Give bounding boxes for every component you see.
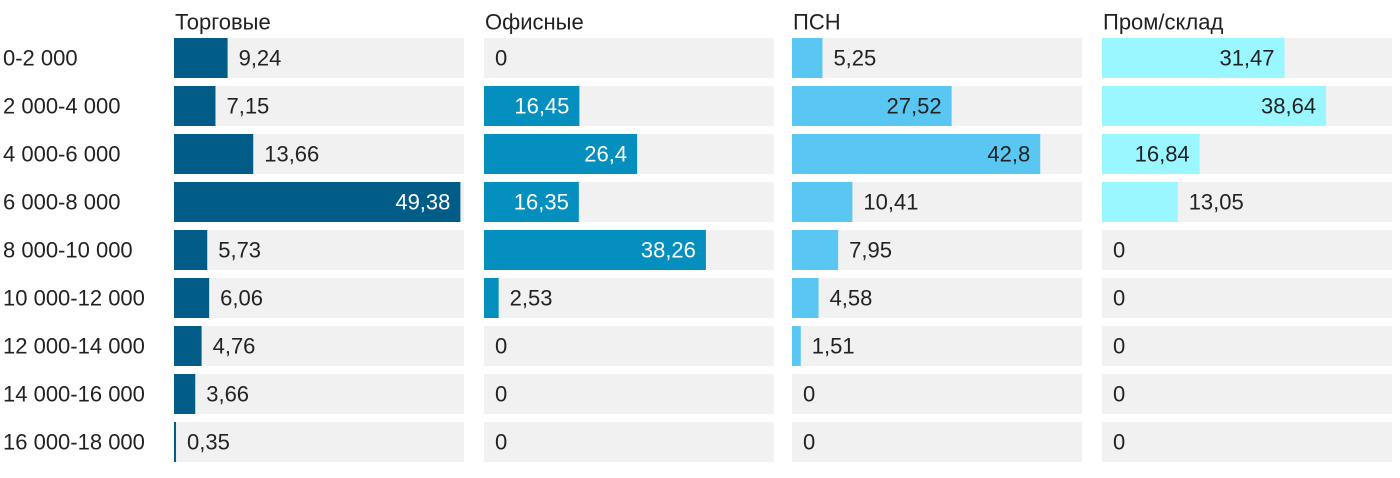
bar (484, 86, 580, 126)
bar (792, 326, 801, 366)
bar (174, 326, 202, 366)
category-label: 12 000-14 000 (3, 334, 145, 359)
bar-track (792, 38, 1082, 78)
bar (1102, 182, 1178, 222)
bar-track (1102, 422, 1392, 462)
data-label: 0,35 (187, 430, 230, 455)
bar (174, 374, 196, 414)
bar-track (1102, 374, 1392, 414)
bar-track (1102, 278, 1392, 318)
data-label: 16,45 (514, 94, 569, 119)
bar (792, 86, 952, 126)
data-label: 0 (1113, 334, 1125, 359)
data-label: 2,53 (510, 286, 553, 311)
category-label: 10 000-12 000 (3, 286, 145, 311)
bar (484, 182, 579, 222)
bar (174, 230, 208, 270)
data-label: 49,38 (395, 190, 450, 215)
bar-track (484, 422, 774, 462)
category-label: 4 000-6 000 (3, 142, 120, 167)
bar (484, 230, 706, 270)
data-label: 1,51 (812, 334, 855, 359)
category-label: 6 000-8 000 (3, 190, 120, 215)
bar (792, 38, 823, 78)
bar-track (1102, 326, 1392, 366)
data-label: 13,05 (1189, 190, 1244, 215)
bar-track (484, 374, 774, 414)
bar-track (792, 422, 1082, 462)
panel-title: Офисные (485, 10, 584, 35)
data-label: 0 (495, 382, 507, 407)
panel-title: Пром/склад (1103, 10, 1223, 35)
bar (174, 134, 254, 174)
category-label: 8 000-10 000 (3, 238, 133, 263)
data-label: 16,84 (1135, 142, 1190, 167)
data-label: 4,76 (213, 334, 256, 359)
bar-track (1102, 230, 1392, 270)
data-label: 42,8 (987, 142, 1030, 167)
bar (1102, 38, 1285, 78)
panel-title: ПСН (793, 10, 841, 35)
bar (174, 38, 228, 78)
bar (484, 278, 499, 318)
category-label: 14 000-16 000 (3, 382, 145, 407)
data-label: 0 (803, 382, 815, 407)
bar (174, 182, 461, 222)
bar-track (484, 326, 774, 366)
data-label: 0 (1113, 238, 1125, 263)
data-label: 13,66 (264, 142, 319, 167)
bar-track (792, 278, 1082, 318)
data-label: 0 (1113, 430, 1125, 455)
bar-track (484, 278, 774, 318)
data-label: 16,35 (514, 190, 569, 215)
bar-track (174, 230, 464, 270)
data-label: 0 (803, 430, 815, 455)
bar-track (792, 230, 1082, 270)
bar (792, 182, 853, 222)
bar (174, 278, 210, 318)
bar-track (174, 326, 464, 366)
data-label: 38,26 (641, 238, 696, 263)
data-label: 0 (495, 430, 507, 455)
data-label: 7,15 (226, 94, 269, 119)
data-label: 31,47 (1219, 46, 1274, 71)
panel-title: Торговые (175, 10, 271, 35)
data-label: 5,73 (218, 238, 261, 263)
bar-track (484, 38, 774, 78)
data-label: 9,24 (239, 46, 282, 71)
bar (484, 134, 638, 174)
bar-track (792, 326, 1082, 366)
data-label: 5,25 (833, 46, 876, 71)
data-label: 3,66 (206, 382, 249, 407)
bar (1102, 134, 1200, 174)
bar (792, 134, 1041, 174)
bar (174, 86, 216, 126)
data-label: 0 (495, 46, 507, 71)
bar-track (174, 278, 464, 318)
category-label: 2 000-4 000 (3, 94, 120, 119)
bar (1102, 86, 1327, 126)
category-label: 0-2 000 (3, 46, 78, 71)
data-label: 0 (1113, 286, 1125, 311)
data-label: 0 (1113, 382, 1125, 407)
bar-track (792, 374, 1082, 414)
bar (792, 278, 819, 318)
data-label: 4,58 (830, 286, 873, 311)
bar (174, 422, 177, 462)
data-label: 27,52 (887, 94, 942, 119)
bar-track (174, 86, 464, 126)
data-label: 7,95 (849, 238, 892, 263)
data-label: 26,4 (584, 142, 627, 167)
bar (792, 230, 839, 270)
data-label: 6,06 (220, 286, 263, 311)
bar-track (174, 422, 464, 462)
data-label: 0 (495, 334, 507, 359)
data-label: 10,41 (863, 190, 918, 215)
bar-track (174, 374, 464, 414)
data-label: 38,64 (1261, 94, 1316, 119)
category-label: 16 000-18 000 (3, 430, 145, 455)
